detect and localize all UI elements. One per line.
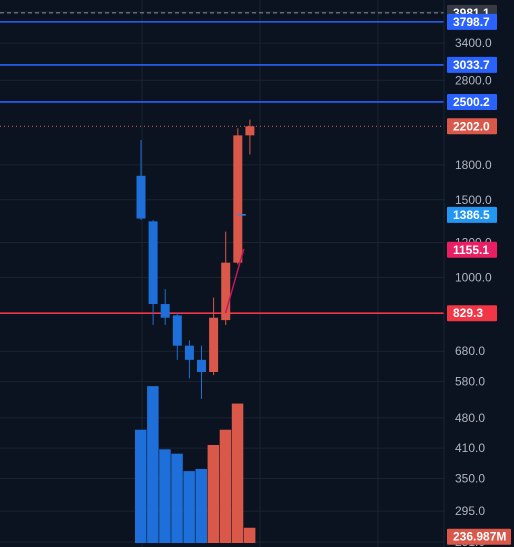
- volume-bar: [243, 527, 256, 543]
- candle-body: [197, 359, 206, 373]
- y-tick-label: 1800.0: [455, 158, 492, 172]
- price-badge-text: 829.3: [453, 306, 483, 320]
- ma-segment: [224, 248, 245, 314]
- y-tick-label: 350.0: [455, 471, 485, 485]
- price-badges: 3981.13798.73033.72500.22202.01386.51155…: [447, 4, 511, 545]
- y-tick-label: 1000.0: [455, 270, 492, 284]
- price-badge: [447, 305, 497, 322]
- volume-bar: [183, 471, 195, 543]
- price-badge: [447, 93, 497, 110]
- y-tick-label: 680.0: [455, 344, 485, 358]
- candle-body: [233, 135, 243, 263]
- candle-body: [221, 262, 231, 321]
- price-badge-text: 1386.5: [453, 208, 490, 222]
- volume-bar: [147, 386, 159, 543]
- price-badge-text: 236.987M: [453, 530, 506, 544]
- price-badge-text: 3798.7: [453, 15, 490, 29]
- price-badge-text: 1155.1: [453, 243, 489, 257]
- volume-bar: [135, 429, 147, 543]
- price-badge: [447, 241, 497, 258]
- volume-bar: [159, 449, 171, 543]
- price-badge-text: 3033.7: [453, 58, 490, 72]
- y-tick-label: 410.0: [455, 441, 485, 455]
- volume-bars: [135, 386, 256, 543]
- candle-body: [209, 317, 219, 373]
- price-badge: [447, 56, 497, 73]
- y-tick-label: 580.0: [455, 375, 485, 389]
- price-badge-text: 2202.0: [453, 119, 490, 133]
- volume-bar: [219, 429, 232, 543]
- candle-body: [136, 175, 146, 219]
- candle-body: [148, 221, 158, 305]
- y-tick-label: 480.0: [455, 411, 485, 425]
- candles: [136, 119, 255, 399]
- volume-bar: [231, 403, 244, 543]
- y-tick-label: 3400.0: [455, 36, 492, 50]
- volume-bar: [207, 444, 220, 543]
- price-badge: [447, 528, 511, 545]
- price-badge: [447, 206, 497, 223]
- candle-body: [184, 345, 194, 360]
- y-tick-label: 295.0: [455, 504, 485, 518]
- y-tick-label: 2800.0: [455, 73, 492, 87]
- candle-body: [245, 126, 255, 136]
- candle-body: [160, 304, 170, 318]
- volume-bar: [195, 468, 207, 543]
- price-badge: [447, 13, 497, 30]
- y-tick-label: 1500.0: [455, 193, 492, 207]
- level-lines: [0, 12, 444, 315]
- price-badge-text: 2500.2: [453, 95, 490, 109]
- volume-bar: [171, 453, 183, 543]
- price-badge: [447, 118, 497, 135]
- candle-body: [172, 315, 182, 346]
